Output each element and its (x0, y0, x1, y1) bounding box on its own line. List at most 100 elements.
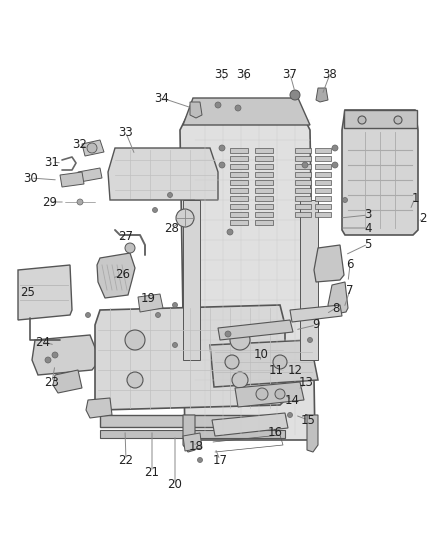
Polygon shape (290, 305, 342, 322)
Circle shape (232, 372, 248, 388)
Polygon shape (183, 415, 195, 452)
Text: 10: 10 (254, 349, 268, 361)
Text: 14: 14 (285, 393, 300, 407)
Circle shape (332, 162, 338, 168)
Bar (255, 156, 273, 161)
Polygon shape (78, 168, 102, 182)
Bar (255, 196, 273, 201)
Polygon shape (180, 100, 315, 440)
Bar (295, 188, 311, 193)
Bar (295, 212, 311, 217)
Polygon shape (212, 413, 288, 436)
Bar (315, 212, 331, 217)
Bar (255, 148, 273, 153)
Bar (230, 156, 248, 161)
Circle shape (198, 457, 202, 463)
Bar (230, 172, 248, 177)
Bar (295, 204, 311, 209)
Circle shape (215, 102, 221, 108)
Polygon shape (60, 172, 84, 187)
Bar (255, 172, 273, 177)
Bar (230, 220, 248, 225)
Text: 36: 36 (237, 68, 251, 80)
Polygon shape (235, 382, 304, 407)
Text: 31: 31 (45, 156, 60, 168)
Polygon shape (86, 398, 112, 418)
Circle shape (167, 192, 173, 198)
Polygon shape (218, 320, 293, 340)
Text: 32: 32 (73, 139, 88, 151)
Text: 26: 26 (116, 269, 131, 281)
Text: 9: 9 (312, 319, 320, 332)
Text: 5: 5 (364, 238, 372, 251)
Text: 4: 4 (364, 222, 372, 235)
Text: 29: 29 (42, 196, 57, 208)
Bar (315, 204, 331, 209)
Polygon shape (32, 335, 100, 375)
Text: 17: 17 (212, 454, 227, 466)
Text: 13: 13 (299, 376, 314, 390)
Bar (255, 204, 273, 209)
Text: 3: 3 (364, 208, 372, 222)
Polygon shape (300, 200, 318, 360)
Polygon shape (190, 102, 202, 118)
Circle shape (85, 312, 91, 318)
Circle shape (219, 162, 225, 168)
Circle shape (358, 116, 366, 124)
Text: 1: 1 (411, 191, 419, 205)
Bar (100, 430, 285, 438)
Circle shape (45, 357, 51, 363)
Circle shape (176, 209, 194, 227)
Bar (230, 188, 248, 193)
Circle shape (52, 352, 58, 358)
Circle shape (155, 312, 160, 318)
Circle shape (290, 90, 300, 100)
Text: 15: 15 (300, 414, 315, 426)
Bar (230, 148, 248, 153)
Polygon shape (183, 433, 202, 451)
Bar (295, 172, 311, 177)
Bar (255, 180, 273, 185)
Circle shape (127, 372, 143, 388)
Text: 33: 33 (119, 126, 134, 140)
Text: 18: 18 (189, 440, 203, 454)
Polygon shape (95, 305, 285, 410)
Polygon shape (316, 88, 328, 102)
Text: 22: 22 (119, 454, 134, 466)
Circle shape (307, 337, 312, 343)
Text: 16: 16 (268, 425, 283, 439)
Text: 38: 38 (323, 68, 337, 80)
Text: 30: 30 (24, 172, 39, 184)
Text: 24: 24 (35, 335, 50, 349)
Circle shape (394, 116, 402, 124)
Circle shape (343, 198, 347, 203)
Bar (230, 180, 248, 185)
Circle shape (332, 145, 338, 151)
Circle shape (273, 355, 287, 369)
Polygon shape (183, 98, 310, 125)
Circle shape (173, 343, 177, 348)
Circle shape (152, 207, 158, 213)
Bar (255, 212, 273, 217)
Polygon shape (210, 340, 318, 387)
Text: 8: 8 (332, 302, 340, 314)
Bar (100, 415, 285, 427)
Circle shape (256, 388, 268, 400)
Bar (295, 164, 311, 169)
Text: 25: 25 (21, 286, 35, 298)
Circle shape (87, 143, 97, 153)
Polygon shape (342, 110, 418, 235)
Text: 27: 27 (119, 230, 134, 244)
Polygon shape (108, 148, 218, 200)
Text: 7: 7 (346, 284, 354, 296)
Circle shape (125, 330, 145, 350)
Bar (255, 220, 273, 225)
Text: 28: 28 (165, 222, 180, 235)
Polygon shape (53, 370, 82, 393)
Bar (255, 188, 273, 193)
Bar (315, 148, 331, 153)
Text: 20: 20 (168, 479, 183, 491)
Bar (295, 180, 311, 185)
Bar (315, 172, 331, 177)
Bar (255, 164, 273, 169)
